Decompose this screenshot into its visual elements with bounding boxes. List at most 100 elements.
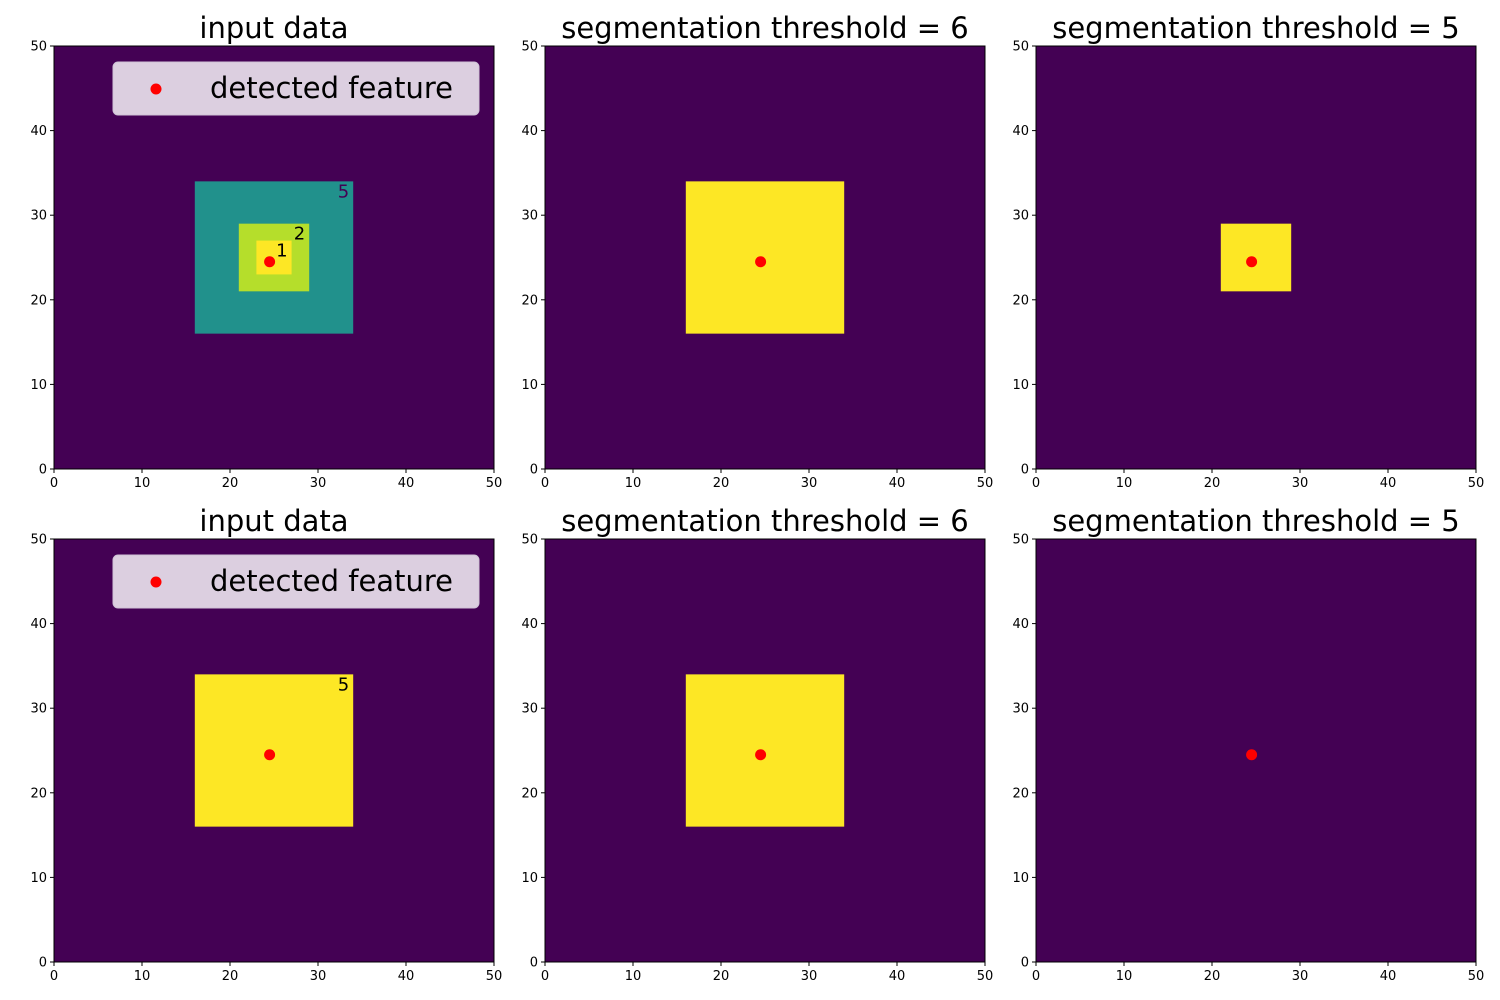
y-tick-label: 10 — [30, 871, 47, 886]
axes-frame — [53, 45, 495, 470]
y-tick-label: 40 — [1012, 124, 1029, 139]
y-tick-label: 10 — [1012, 871, 1029, 886]
legend-marker — [150, 83, 162, 95]
y-tick-label: 30 — [1012, 702, 1029, 717]
y-tick-label: 0 — [530, 956, 538, 971]
y-tick-label: 20 — [521, 786, 538, 801]
x-tick-label: 50 — [1468, 969, 1485, 984]
panel-title: segmentation threshold = 6 — [561, 504, 969, 538]
x-tick-label: 40 — [889, 969, 906, 984]
x-tick-label: 20 — [1204, 969, 1221, 984]
x-tick-label: 0 — [50, 476, 58, 491]
axes-frame — [544, 45, 986, 470]
y-tick-label: 10 — [521, 378, 538, 393]
y-tick-label: 20 — [1012, 786, 1029, 801]
x-tick-label: 50 — [486, 969, 503, 984]
y-tick-label: 0 — [530, 463, 538, 478]
panel-title: segmentation threshold = 6 — [561, 11, 969, 45]
x-tick-label: 50 — [1468, 476, 1485, 491]
y-tick-label: 40 — [521, 124, 538, 139]
y-tick-label: 30 — [1012, 209, 1029, 224]
y-tick-label: 30 — [30, 209, 47, 224]
x-tick-label: 0 — [1032, 969, 1040, 984]
x-tick-label: 40 — [1380, 476, 1397, 491]
x-tick-label: 30 — [1292, 476, 1309, 491]
y-tick-label: 20 — [30, 786, 47, 801]
panel-6: 0 10 20 30 40 50 0 10 20 30 40 50 segmentation thres… — [1012, 504, 1484, 984]
x-tick-label: 40 — [398, 476, 415, 491]
x-tick-label: 0 — [541, 969, 549, 984]
y-tick-label: 20 — [521, 293, 538, 308]
feature-point — [755, 256, 767, 268]
region-label: 2 — [294, 224, 305, 245]
x-tick-label: 30 — [1292, 969, 1309, 984]
x-tick-label: 50 — [977, 969, 994, 984]
legend-box — [112, 61, 480, 116]
heatmap-region — [194, 674, 354, 827]
x-tick-label: 30 — [310, 476, 327, 491]
x-tick-label: 50 — [486, 476, 503, 491]
heatmap-region — [1220, 223, 1292, 292]
panel-2: 0 10 20 30 40 50 0 10 20 30 40 50 segmentation thres… — [521, 11, 993, 491]
heatmap-background — [1036, 539, 1476, 962]
y-tick-label: 50 — [521, 533, 538, 548]
x-tick-label: 10 — [134, 969, 151, 984]
axes-frame — [1035, 45, 1477, 470]
y-tick-label: 10 — [521, 871, 538, 886]
feature-point — [755, 749, 767, 761]
x-tick-label: 30 — [801, 969, 818, 984]
panel-title: input data — [199, 11, 348, 45]
panel-title: segmentation threshold = 5 — [1052, 11, 1460, 45]
x-tick-label: 40 — [889, 476, 906, 491]
y-tick-label: 20 — [30, 293, 47, 308]
legend-label: detected feature — [210, 564, 453, 598]
y-tick-label: 30 — [521, 702, 538, 717]
heatmap-region — [256, 240, 292, 275]
legend-label: detected feature — [210, 71, 453, 105]
y-tick-label: 50 — [1012, 40, 1029, 55]
panel-title: input data — [199, 504, 348, 538]
x-tick-label: 0 — [1032, 476, 1040, 491]
legend-marker — [150, 576, 162, 588]
y-tick-label: 0 — [39, 956, 47, 971]
legend: detected feature — [112, 554, 480, 609]
x-tick-label: 0 — [541, 476, 549, 491]
feature-point — [1246, 256, 1258, 268]
y-tick-label: 0 — [1021, 463, 1029, 478]
panel-5: 0 10 20 30 40 50 0 10 20 30 40 50 segmentation thres… — [521, 504, 993, 984]
feature-point — [264, 256, 276, 268]
x-tick-label: 50 — [977, 476, 994, 491]
x-tick-label: 10 — [625, 969, 642, 984]
y-tick-label: 30 — [30, 702, 47, 717]
y-tick-label: 20 — [1012, 293, 1029, 308]
x-tick-label: 0 — [50, 969, 58, 984]
region-label: 5 — [338, 674, 349, 695]
y-tick-label: 10 — [30, 378, 47, 393]
x-tick-label: 10 — [625, 476, 642, 491]
y-tick-label: 40 — [1012, 617, 1029, 632]
axes-frame — [544, 538, 986, 963]
x-tick-label: 20 — [222, 476, 239, 491]
legend: detected feature — [112, 61, 480, 116]
x-tick-label: 20 — [713, 476, 730, 491]
x-tick-label: 40 — [398, 969, 415, 984]
x-tick-label: 20 — [713, 969, 730, 984]
heatmap-region — [685, 181, 845, 334]
y-tick-label: 0 — [1021, 956, 1029, 971]
panel-title: segmentation threshold = 5 — [1052, 504, 1460, 538]
x-tick-label: 20 — [1204, 476, 1221, 491]
heatmap-region — [685, 674, 845, 827]
x-tick-label: 10 — [134, 476, 151, 491]
y-tick-label: 30 — [521, 209, 538, 224]
region-label: 5 — [338, 181, 349, 202]
x-tick-label: 20 — [222, 969, 239, 984]
x-tick-label: 10 — [1116, 476, 1133, 491]
y-tick-label: 50 — [30, 533, 47, 548]
x-tick-label: 30 — [310, 969, 327, 984]
legend-box — [112, 554, 480, 609]
x-tick-label: 40 — [1380, 969, 1397, 984]
x-tick-label: 10 — [1116, 969, 1133, 984]
